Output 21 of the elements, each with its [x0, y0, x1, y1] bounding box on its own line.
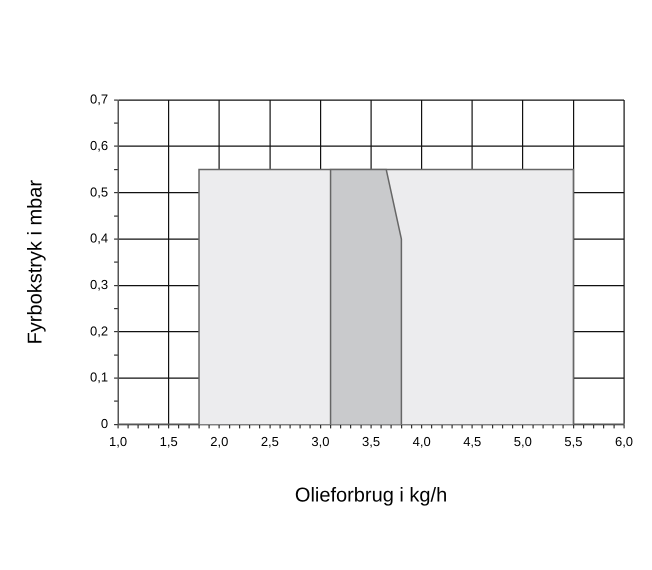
x-axis-title: Olieforbrug i kg/h: [294, 484, 448, 507]
x-tick-label: 2,5: [260, 434, 279, 449]
x-tick-label: 5,5: [564, 434, 582, 449]
y-tick-label: 0,1: [90, 370, 108, 385]
y-tick-label: 0,3: [90, 276, 108, 292]
x-tick-label: 1,0: [109, 434, 128, 449]
x-tick-label: 1,5: [160, 434, 178, 449]
x-tick-label: 4,5: [463, 434, 482, 449]
y-tick-label: 0: [100, 416, 108, 431]
y-tick-label: 0,2: [90, 323, 108, 338]
x-tick-label: 5,0: [514, 434, 532, 449]
x-tick-label: 4,0: [412, 434, 431, 449]
y-tick-label: 0,4: [90, 230, 108, 246]
y-tick-label: 0,7: [90, 92, 108, 107]
y-tick-label: 0,5: [90, 184, 108, 200]
x-tick-label: 6,0: [614, 434, 634, 449]
x-tick-label: 3,0: [311, 434, 330, 449]
x-tick-label: 3,5: [362, 434, 380, 449]
y-axis-title: Fyrbokstryk i mbar: [24, 180, 47, 344]
y-tick-label: 0,6: [90, 138, 108, 153]
x-tick-label: 2,0: [210, 434, 228, 449]
